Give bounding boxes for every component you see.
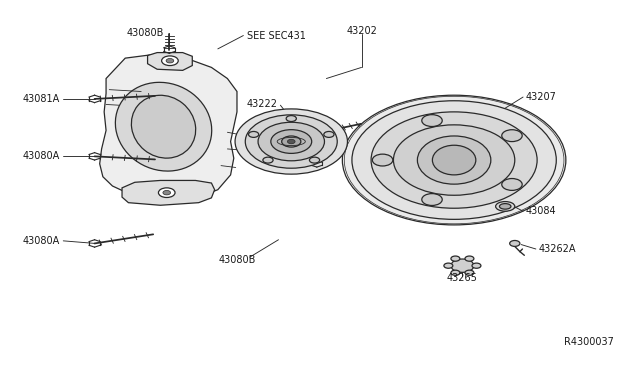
Text: 43080A: 43080A bbox=[23, 236, 60, 246]
Circle shape bbox=[162, 56, 178, 65]
Ellipse shape bbox=[495, 202, 515, 211]
Circle shape bbox=[465, 256, 474, 261]
Circle shape bbox=[451, 259, 474, 272]
Circle shape bbox=[286, 116, 296, 122]
Circle shape bbox=[509, 240, 520, 246]
Circle shape bbox=[371, 112, 537, 208]
Circle shape bbox=[352, 101, 556, 219]
Polygon shape bbox=[148, 52, 192, 70]
Circle shape bbox=[258, 122, 324, 161]
Text: 43222: 43222 bbox=[246, 99, 277, 109]
Circle shape bbox=[451, 256, 460, 261]
Text: 43080B: 43080B bbox=[218, 255, 255, 265]
Polygon shape bbox=[100, 54, 237, 200]
Text: 43265: 43265 bbox=[447, 273, 478, 283]
Ellipse shape bbox=[417, 136, 491, 184]
Text: 43081A: 43081A bbox=[23, 94, 60, 104]
Circle shape bbox=[245, 115, 337, 168]
Circle shape bbox=[394, 125, 515, 195]
Circle shape bbox=[287, 139, 295, 144]
Circle shape bbox=[271, 130, 312, 153]
Text: R4300037: R4300037 bbox=[564, 337, 614, 347]
Circle shape bbox=[372, 154, 393, 166]
Circle shape bbox=[163, 190, 171, 195]
Circle shape bbox=[166, 58, 173, 63]
Circle shape bbox=[422, 115, 442, 126]
Circle shape bbox=[324, 131, 334, 137]
Circle shape bbox=[263, 157, 273, 163]
Text: 43207: 43207 bbox=[525, 92, 557, 102]
Circle shape bbox=[444, 263, 453, 268]
Text: 43084: 43084 bbox=[525, 206, 556, 216]
Circle shape bbox=[451, 270, 460, 275]
Circle shape bbox=[309, 157, 319, 163]
Ellipse shape bbox=[433, 145, 476, 175]
Ellipse shape bbox=[131, 95, 196, 158]
Polygon shape bbox=[122, 180, 214, 205]
Circle shape bbox=[465, 270, 474, 275]
Circle shape bbox=[342, 95, 566, 225]
Text: 43080B: 43080B bbox=[126, 28, 164, 38]
Circle shape bbox=[422, 193, 442, 205]
Text: 43080A: 43080A bbox=[23, 151, 60, 161]
Circle shape bbox=[235, 109, 348, 174]
Circle shape bbox=[502, 179, 522, 190]
Text: 43262A: 43262A bbox=[538, 244, 576, 254]
Circle shape bbox=[472, 263, 481, 268]
Ellipse shape bbox=[499, 203, 511, 209]
Circle shape bbox=[282, 136, 301, 147]
Ellipse shape bbox=[115, 82, 212, 171]
Circle shape bbox=[502, 130, 522, 142]
Circle shape bbox=[248, 131, 259, 137]
Text: 43202: 43202 bbox=[346, 26, 377, 36]
Text: SEE SEC431: SEE SEC431 bbox=[246, 31, 305, 41]
Circle shape bbox=[159, 188, 175, 198]
